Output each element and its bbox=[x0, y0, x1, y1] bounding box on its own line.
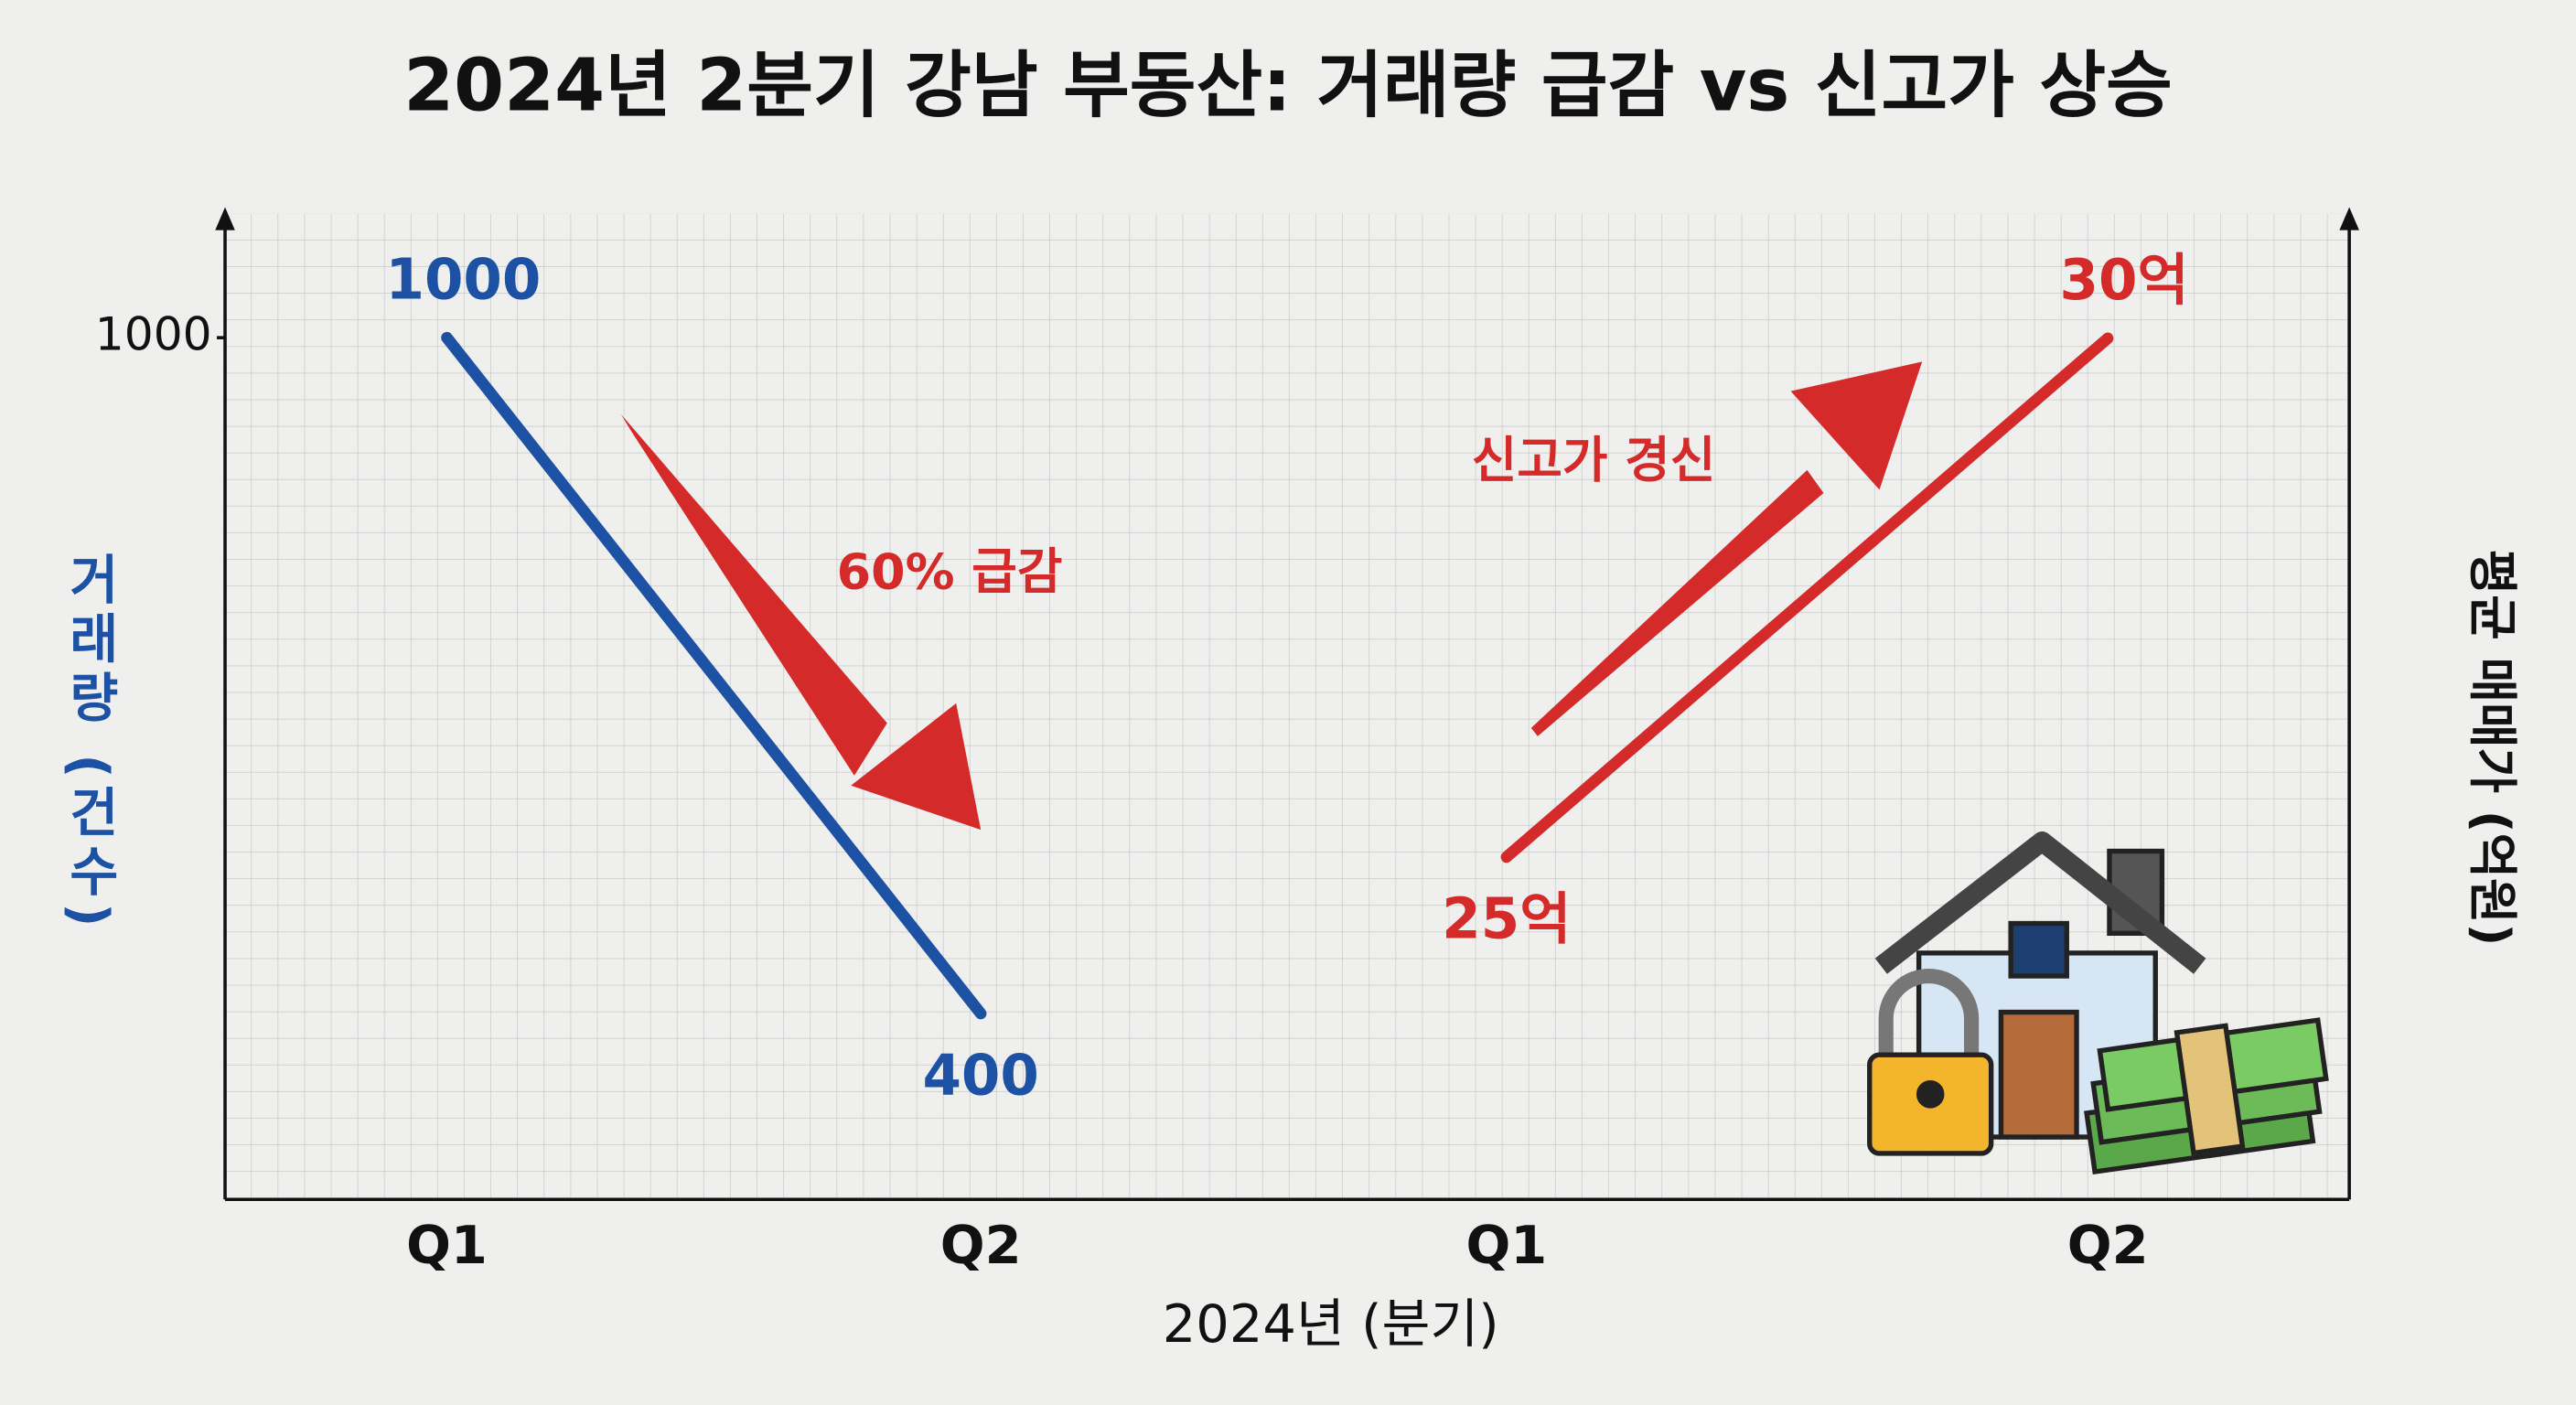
chart-title: 2024년 2분기 강남 부동산: 거래량 급감 vs 신고가 상승 bbox=[403, 44, 2173, 128]
x-tick-label: Q2 bbox=[940, 1215, 1022, 1276]
annotation: 신고가 경신 bbox=[1472, 431, 1716, 488]
series-line bbox=[441, 331, 987, 1020]
house-icon bbox=[1867, 831, 2329, 1175]
x-tick-label: Q1 bbox=[1465, 1215, 1547, 1276]
data-label: 400 bbox=[922, 1044, 1038, 1109]
trend-arrows bbox=[620, 361, 1923, 831]
y-axis-arrow bbox=[215, 207, 235, 231]
x-tick-label: Q2 bbox=[2067, 1215, 2149, 1276]
down-arrow-head bbox=[851, 702, 982, 831]
series-line bbox=[1500, 332, 2114, 863]
x-axis-label: 2024년 (분기) bbox=[1163, 1293, 1499, 1355]
data-label: 30억 bbox=[2060, 248, 2189, 313]
y2-axis-arrow bbox=[2339, 207, 2359, 231]
annotation: 60% 급감 bbox=[837, 542, 1063, 600]
down-arrow-shaft bbox=[620, 413, 887, 776]
x-tick-label: Q1 bbox=[406, 1215, 488, 1276]
up-arrow-head bbox=[1790, 361, 1923, 490]
axes bbox=[223, 227, 2351, 1202]
data-label: 1000 bbox=[385, 248, 541, 313]
data-label: 25억 bbox=[1442, 886, 1571, 951]
y2-axis-label: 평균 매매가 (억원) bbox=[2463, 550, 2521, 947]
y-tick-label: 1000 bbox=[95, 307, 212, 361]
up-arrow-shaft bbox=[1530, 469, 1824, 736]
y-axis-label: 거래량 (건수) bbox=[59, 552, 120, 933]
